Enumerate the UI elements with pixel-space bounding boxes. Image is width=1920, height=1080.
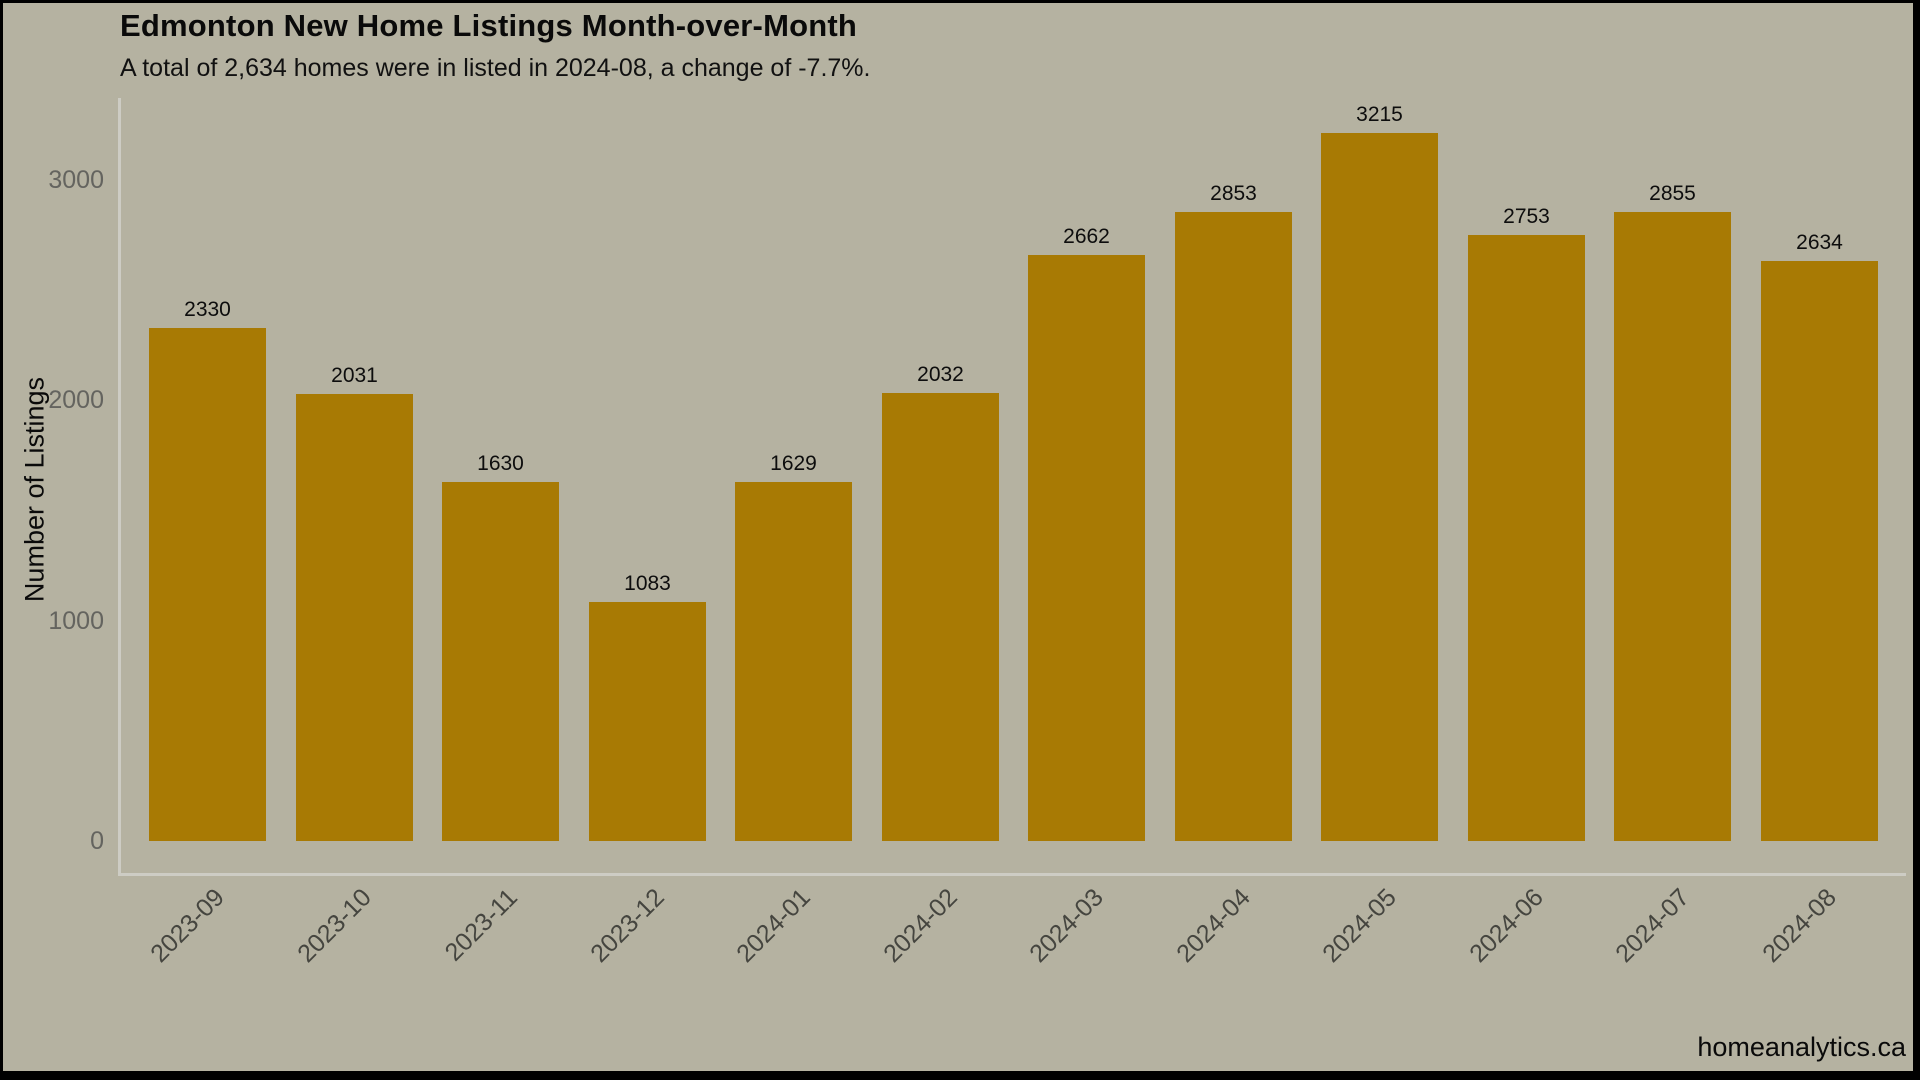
bar-value-label: 2855 bbox=[1649, 182, 1696, 205]
x-tick-label: 2024-01 bbox=[731, 883, 817, 968]
bar-value-label: 1630 bbox=[477, 452, 524, 475]
chart-subtitle: A total of 2,634 homes were in listed in… bbox=[120, 54, 871, 82]
bar-2023-10 bbox=[296, 394, 413, 841]
x-tick-label: 2024-07 bbox=[1610, 883, 1696, 968]
x-tick-label: 2023-10 bbox=[292, 883, 378, 968]
bar-value-label: 1629 bbox=[770, 452, 817, 475]
bar-value-label: 2753 bbox=[1503, 205, 1550, 228]
bar-2023-12 bbox=[589, 602, 706, 841]
x-tick-label: 2024-03 bbox=[1024, 883, 1110, 968]
bar-2024-03 bbox=[1028, 255, 1145, 841]
bar-value-label: 2853 bbox=[1210, 182, 1257, 205]
chart-title: Edmonton New Home Listings Month-over-Mo… bbox=[120, 8, 858, 43]
watermark: homeanalytics.ca bbox=[1697, 1032, 1906, 1062]
x-tick-label: 2024-08 bbox=[1757, 883, 1843, 968]
x-tick-label: 2024-04 bbox=[1171, 883, 1257, 968]
bar-2024-05 bbox=[1321, 133, 1438, 841]
y-axis-line bbox=[118, 98, 121, 876]
bar-value-label: 2032 bbox=[917, 363, 964, 386]
bar-value-label: 2031 bbox=[331, 364, 378, 387]
x-tick-label: 2023-12 bbox=[585, 883, 671, 968]
y-tick-label: 0 bbox=[90, 827, 104, 855]
bar-value-label: 2330 bbox=[184, 298, 231, 321]
bar-2023-09 bbox=[149, 328, 266, 841]
bar-2024-02 bbox=[882, 393, 999, 841]
x-tick-label: 2024-06 bbox=[1464, 883, 1550, 968]
bar-2024-04 bbox=[1175, 212, 1292, 841]
bar-value-label: 3215 bbox=[1356, 103, 1403, 126]
bar-2023-11 bbox=[442, 482, 559, 841]
bar-2024-07 bbox=[1614, 212, 1731, 841]
bar-value-label: 1083 bbox=[624, 572, 671, 595]
y-tick-label: 3000 bbox=[48, 166, 104, 194]
y-tick-label: 2000 bbox=[48, 386, 104, 414]
x-axis-line bbox=[118, 873, 1906, 876]
x-tick-label: 2024-02 bbox=[878, 883, 964, 968]
x-tick-label: 2024-05 bbox=[1317, 883, 1403, 968]
bar-2024-08 bbox=[1761, 261, 1878, 841]
bar-value-label: 2662 bbox=[1063, 225, 1110, 248]
x-tick-label: 2023-09 bbox=[145, 883, 231, 968]
y-tick-label: 1000 bbox=[48, 607, 104, 635]
bar-2024-06 bbox=[1468, 235, 1585, 841]
x-tick-label: 2023-11 bbox=[439, 883, 524, 967]
bar-value-label: 2634 bbox=[1796, 231, 1843, 254]
bar-2024-01 bbox=[735, 482, 852, 841]
